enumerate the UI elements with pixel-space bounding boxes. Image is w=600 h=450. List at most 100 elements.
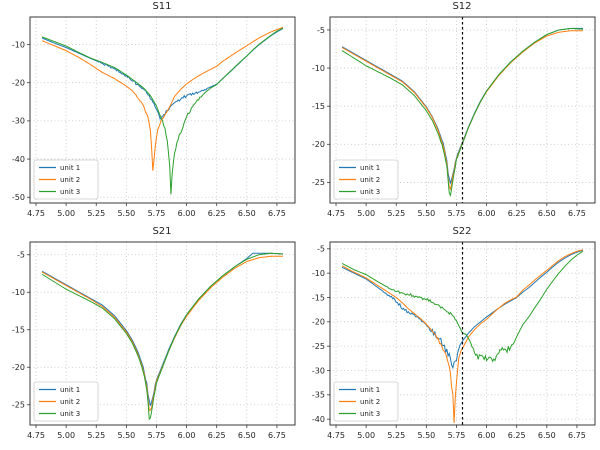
legend-label: unit 3 xyxy=(60,410,80,418)
legend-item-unit-1: unit 1 xyxy=(39,164,80,172)
y-tick-label: -15 xyxy=(12,326,25,335)
y-tick-label: -35 xyxy=(312,391,325,400)
y-tick-label: -15 xyxy=(312,293,325,302)
x-tick-label: 5.50 xyxy=(117,431,135,440)
y-tick-label: -10 xyxy=(312,269,325,278)
x-tick-label: 6.50 xyxy=(238,431,256,440)
y-tick-label: -20 xyxy=(12,78,25,87)
y-tick-label: -25 xyxy=(12,401,25,410)
x-tick-label: 5.25 xyxy=(87,209,105,218)
x-tick-label: 6.00 xyxy=(178,431,196,440)
y-tick-label: -10 xyxy=(312,64,325,73)
tick-labels: 4.75 5.00 5.25 5.50 5.75 6.00 6.25 6.50 6.75 -25 -… xyxy=(12,251,286,440)
x-tick-label: 6.75 xyxy=(568,209,586,218)
axes-spines xyxy=(29,16,296,204)
x-tick-label: 6.50 xyxy=(538,431,556,440)
subplot-title-s22: S22 xyxy=(452,226,472,237)
y-tick-label: -5 xyxy=(317,245,325,254)
tick-labels: 4.75 5.00 5.25 5.50 5.75 6.00 6.25 6.50 6.75 -25 -… xyxy=(312,26,586,218)
series-unit-1 xyxy=(341,249,584,370)
subplot-title-s21: S21 xyxy=(152,226,172,237)
x-tick-label: 5.25 xyxy=(87,431,105,440)
x-tick-label: 5.50 xyxy=(117,209,135,218)
legend-label: unit 1 xyxy=(360,164,380,172)
x-tick-label: 6.75 xyxy=(268,209,286,218)
x-tick-label: 6.75 xyxy=(568,431,586,440)
x-tick-label: 6.25 xyxy=(508,209,526,218)
subplot-s11: 4.75 5.00 5.25 5.50 5.75 6.00 6.25 6.50 6.75 -50 -… xyxy=(12,16,296,218)
x-tick-label: 5.00 xyxy=(357,209,375,218)
legend-item-unit-2: unit 2 xyxy=(339,398,380,406)
y-tick-label: -40 xyxy=(312,415,325,424)
y-tick-label: -10 xyxy=(12,288,25,297)
subplot-title-s11: S11 xyxy=(152,1,172,12)
legend-item-unit-3: unit 3 xyxy=(339,410,380,418)
legend-label: unit 1 xyxy=(360,386,380,394)
x-tick-label: 5.75 xyxy=(148,209,166,218)
subplot-title-s12: S12 xyxy=(452,1,472,12)
x-tick-label: 6.25 xyxy=(208,209,226,218)
legend: unit 1 unit 2 unit 3 xyxy=(333,159,399,200)
x-tick-label: 6.25 xyxy=(508,431,526,440)
y-tick-label: -40 xyxy=(12,155,25,164)
x-tick-label: 5.25 xyxy=(387,209,405,218)
axes-spines xyxy=(29,241,296,426)
x-tick-label: 4.75 xyxy=(327,431,345,440)
legend-label: unit 3 xyxy=(360,410,380,418)
legend: unit 1 unit 2 unit 3 xyxy=(33,381,99,422)
x-tick-label: 4.75 xyxy=(27,209,45,218)
legend-item-unit-3: unit 3 xyxy=(39,410,80,418)
y-tick-label: -5 xyxy=(17,251,25,260)
x-tick-label: 6.00 xyxy=(178,209,196,218)
legend-label: unit 2 xyxy=(360,398,380,406)
x-tick-label: 6.00 xyxy=(478,431,496,440)
y-tick-label: -10 xyxy=(12,40,25,49)
x-tick-label: 5.00 xyxy=(57,431,75,440)
legend-label: unit 2 xyxy=(60,176,80,184)
x-tick-label: 5.00 xyxy=(57,209,75,218)
legend: unit 1 unit 2 unit 3 xyxy=(333,381,399,422)
y-tick-label: -15 xyxy=(312,102,325,111)
legend-label: unit 2 xyxy=(360,176,380,184)
legend-label: unit 2 xyxy=(60,398,80,406)
legend-label: unit 1 xyxy=(60,164,80,172)
y-tick-label: -20 xyxy=(312,318,325,327)
x-tick-label: 6.25 xyxy=(208,431,226,440)
x-tick-label: 5.25 xyxy=(387,431,405,440)
legend-label: unit 1 xyxy=(60,386,80,394)
series-unit-2 xyxy=(41,26,284,171)
y-tick-label: -50 xyxy=(12,193,25,202)
legend-item-unit-2: unit 2 xyxy=(339,176,380,184)
subplot-s21: 4.75 5.00 5.25 5.50 5.75 6.00 6.25 6.50 6.75 -25 -… xyxy=(12,241,296,440)
subplot-s22: 4.75 5.00 5.25 5.50 5.75 6.00 6.25 6.50 6.75 -40 -… xyxy=(312,241,596,440)
series-unit-3 xyxy=(41,27,284,195)
y-tick-label: -5 xyxy=(317,26,325,35)
x-tick-label: 5.50 xyxy=(417,431,435,440)
y-tick-label: -20 xyxy=(312,140,325,149)
legend-label: unit 3 xyxy=(360,188,380,196)
x-tick-label: 4.75 xyxy=(27,431,45,440)
legend-item-unit-3: unit 3 xyxy=(39,188,80,196)
y-tick-label: -25 xyxy=(312,178,325,187)
x-tick-label: 5.75 xyxy=(448,431,466,440)
legend-item-unit-1: unit 1 xyxy=(339,164,380,172)
axes-spines xyxy=(329,241,596,426)
legend-item-unit-2: unit 2 xyxy=(39,176,80,184)
legend-label: unit 3 xyxy=(60,188,80,196)
legend-item-unit-2: unit 2 xyxy=(39,398,80,406)
legend-item-unit-3: unit 3 xyxy=(339,188,380,196)
x-tick-label: 5.00 xyxy=(357,431,375,440)
x-tick-label: 5.75 xyxy=(148,431,166,440)
x-tick-label: 6.00 xyxy=(478,209,496,218)
y-tick-label: -30 xyxy=(12,117,25,126)
y-tick-label: -30 xyxy=(312,366,325,375)
grid xyxy=(330,242,595,425)
legend: unit 1 unit 2 unit 3 xyxy=(33,159,99,200)
y-tick-label: -25 xyxy=(312,342,325,351)
subplot-s12: 4.75 5.00 5.25 5.50 5.75 6.00 6.25 6.50 6.75 -25 -… xyxy=(312,16,596,218)
x-tick-label: 5.50 xyxy=(417,209,435,218)
x-tick-label: 6.75 xyxy=(268,431,286,440)
legend-item-unit-1: unit 1 xyxy=(339,386,380,394)
